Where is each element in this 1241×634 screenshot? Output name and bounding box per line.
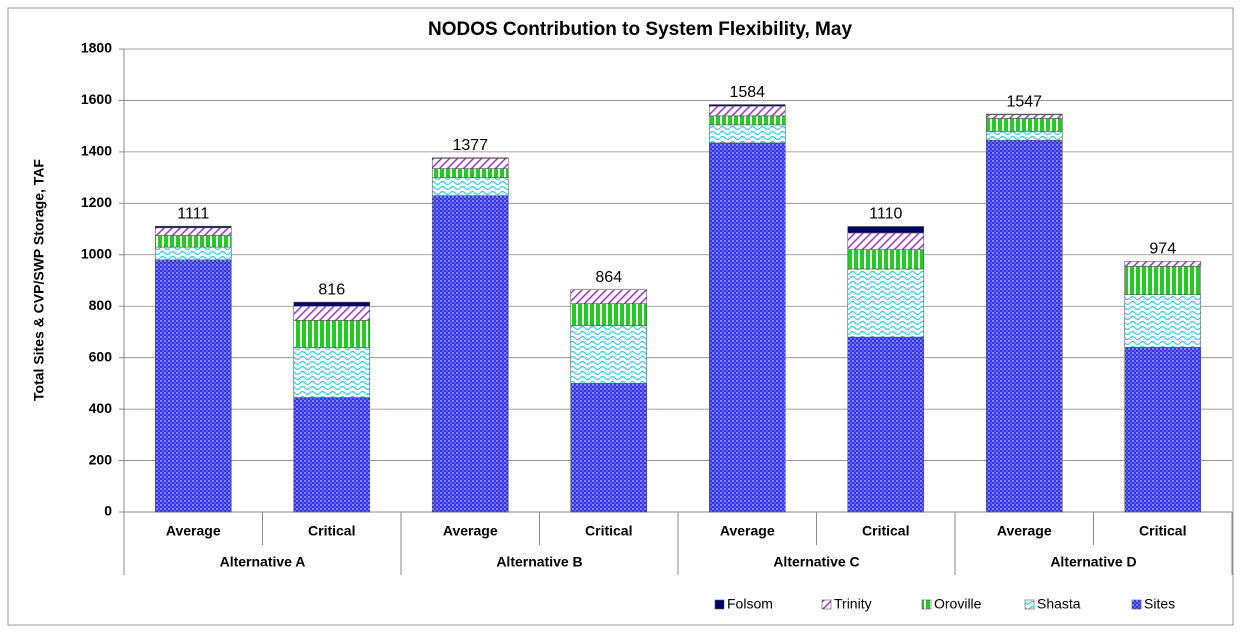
- bar-segment: [985, 118, 1063, 132]
- bar-segment: [154, 235, 232, 248]
- legend-swatch: [921, 599, 932, 610]
- x-tick-label: Average: [166, 523, 221, 539]
- bar-segment: [985, 113, 1063, 115]
- group-label: Alternative C: [773, 554, 859, 570]
- bar-segment: [1124, 261, 1202, 267]
- total-label: 1377: [452, 137, 488, 154]
- total-label: 1111: [177, 205, 209, 222]
- legend-swatch: [714, 599, 725, 610]
- total-label: 1547: [1006, 93, 1042, 110]
- bar-segment: [1124, 294, 1202, 348]
- bar-segment: [708, 124, 786, 144]
- legend-swatch: [821, 599, 832, 610]
- total-label: 1110: [869, 206, 902, 223]
- bar-segment: [293, 397, 371, 513]
- bar-segment: [847, 226, 925, 234]
- legend-label: Shasta: [1037, 596, 1081, 612]
- x-tick-label: Critical: [862, 523, 909, 539]
- y-tick-label: 1800: [81, 40, 112, 56]
- bar-segment: [847, 232, 925, 250]
- legend-label: Trinity: [834, 596, 872, 612]
- bar-segment: [570, 325, 648, 384]
- group-label: Alternative B: [496, 554, 582, 570]
- bar-segment: [708, 105, 786, 117]
- bar-segment: [708, 142, 786, 513]
- bar-segment: [985, 140, 1063, 513]
- bar-segment: [431, 157, 509, 159]
- total-label: 816: [318, 281, 345, 298]
- bar-segment: [431, 177, 509, 196]
- total-label: 974: [1149, 241, 1176, 258]
- bar-segment: [431, 158, 509, 169]
- bar-segment: [570, 383, 648, 513]
- y-axis-title: Total Sites & CVP/SWP Storage, TAF: [31, 159, 47, 401]
- legend-swatch: [1024, 599, 1035, 610]
- x-tick-label: Critical: [1139, 523, 1186, 539]
- y-tick-label: 200: [89, 451, 113, 467]
- bar-segment: [847, 336, 925, 513]
- bar-segment: [1124, 266, 1202, 295]
- bar-segment: [708, 115, 786, 126]
- total-label: 1584: [729, 84, 765, 101]
- bar-segment: [431, 195, 509, 513]
- x-tick-label: Critical: [585, 523, 632, 539]
- bar-segment: [293, 347, 371, 398]
- y-tick-label: 1400: [81, 143, 112, 159]
- legend-label: Oroville: [934, 596, 982, 612]
- bar-segment: [847, 249, 925, 270]
- bar-segment: [293, 320, 371, 348]
- bar-segment: [708, 104, 786, 107]
- x-tick-label: Average: [997, 523, 1052, 539]
- bar-segment: [570, 303, 648, 326]
- y-tick-label: 600: [89, 348, 113, 364]
- x-tick-label: Average: [443, 523, 498, 539]
- bar-segment: [154, 259, 232, 513]
- y-tick-label: 1600: [81, 91, 112, 107]
- bar-segment: [847, 268, 925, 338]
- chart-title: NODOS Contribution to System Flexibility…: [428, 19, 852, 40]
- bar-segment: [985, 131, 1063, 141]
- legend-label: Folsom: [727, 596, 773, 612]
- legend-label: Sites: [1144, 596, 1175, 612]
- y-tick-label: 1000: [81, 245, 112, 261]
- x-tick-label: Critical: [308, 523, 355, 539]
- bar-segment: [1124, 347, 1202, 513]
- y-tick-label: 0: [104, 503, 112, 519]
- x-tick-label: Average: [720, 523, 775, 539]
- bar-segment: [293, 305, 371, 321]
- bar-segment: [570, 289, 648, 304]
- group-label: Alternative A: [220, 554, 306, 570]
- bar-segment: [431, 168, 509, 178]
- y-tick-label: 800: [89, 297, 113, 313]
- y-tick-label: 1200: [81, 194, 112, 210]
- y-tick-label: 400: [89, 400, 113, 416]
- total-label: 864: [595, 269, 622, 286]
- bar-segment: [293, 301, 371, 307]
- bar-segment: [154, 246, 232, 261]
- bar-segment: [154, 227, 232, 236]
- bar-segment: [154, 225, 232, 229]
- group-label: Alternative D: [1050, 554, 1136, 570]
- bar-segment: [985, 114, 1063, 119]
- legend-swatch: [1131, 599, 1142, 610]
